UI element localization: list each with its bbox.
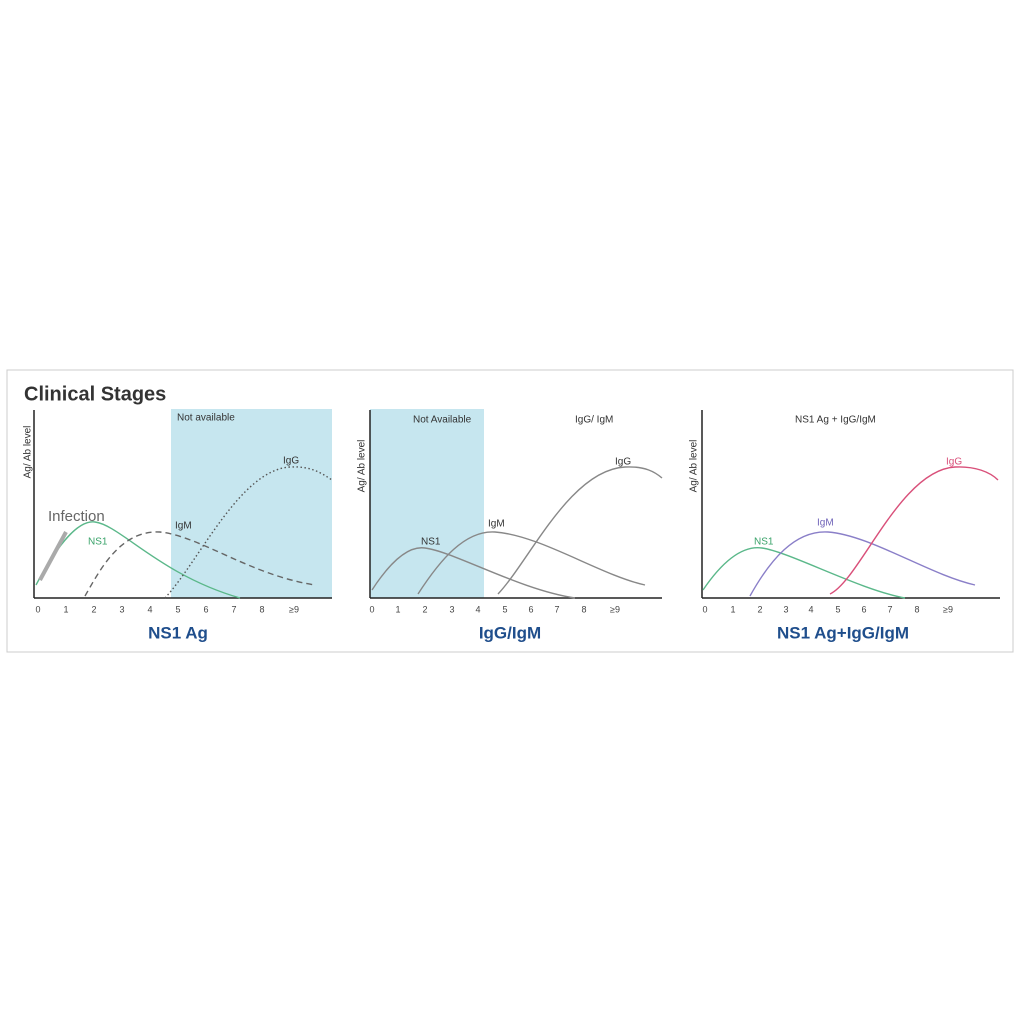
- curve-label: IgG: [615, 457, 631, 468]
- x-tick-label: 0: [35, 604, 40, 614]
- x-tick-label: 5: [175, 604, 180, 614]
- x-tick-label: 3: [119, 604, 124, 614]
- x-tick-label: 5: [835, 604, 840, 614]
- infection-arrow: [38, 531, 68, 581]
- x-tick-label: 4: [808, 604, 813, 614]
- igm-curve: [417, 531, 646, 595]
- y-axis-label: Ag/ Ab level: [689, 440, 700, 493]
- annotation: Infection: [48, 508, 105, 525]
- curve-label: NS1: [88, 537, 108, 548]
- x-tick-label: 2: [422, 604, 427, 614]
- caption: IgG/IgM: [479, 623, 541, 642]
- x-tick-label: ≥9: [610, 604, 620, 614]
- panel-header: IgG/ IgM: [575, 415, 613, 426]
- x-tick-label: 7: [554, 604, 559, 614]
- igg-curve: [164, 466, 333, 599]
- shaded-region: [171, 409, 332, 598]
- y-axis-label: Ag/ Ab level: [357, 440, 368, 493]
- x-tick-label: 2: [91, 604, 96, 614]
- x-tick-label: 8: [259, 604, 264, 614]
- ns1-curve: [702, 547, 906, 599]
- shaded-label: Not Available: [413, 415, 472, 426]
- x-tick-label: ≥9: [943, 604, 953, 614]
- x-tick-label: 7: [231, 604, 236, 614]
- x-tick-label: 3: [449, 604, 454, 614]
- curve-label: IgG: [946, 457, 962, 468]
- x-tick-label: 4: [475, 604, 480, 614]
- x-tick-label: 2: [757, 604, 762, 614]
- x-tick-label: 3: [783, 604, 788, 614]
- igm-curve: [749, 531, 976, 597]
- curve-label: NS1: [421, 537, 441, 548]
- x-tick-label: 5: [502, 604, 507, 614]
- igg-curve: [497, 466, 663, 595]
- x-tick-label: 8: [581, 604, 586, 614]
- x-tick-label: 8: [914, 604, 919, 614]
- x-tick-label: 6: [861, 604, 866, 614]
- x-tick-label: 1: [63, 604, 68, 614]
- x-tick-label: 4: [147, 604, 152, 614]
- panel-header: NS1 Ag + IgG/IgM: [795, 415, 876, 426]
- x-tick-label: ≥9: [289, 604, 299, 614]
- shaded-label: Not available: [177, 413, 235, 424]
- x-tick-label: 6: [203, 604, 208, 614]
- igm-curve: [84, 531, 316, 597]
- ns1-curve: [371, 547, 576, 599]
- igg-curve: [829, 466, 999, 595]
- curve-label: IgM: [817, 518, 834, 529]
- x-tick-label: 7: [887, 604, 892, 614]
- x-tick-label: 0: [702, 604, 707, 614]
- title: Clinical Stages: [24, 383, 166, 405]
- x-tick-label: 1: [730, 604, 735, 614]
- caption: NS1 Ag: [148, 623, 208, 642]
- curve-label: IgG: [283, 456, 299, 467]
- x-tick-label: 6: [528, 604, 533, 614]
- curve-label: IgM: [175, 521, 192, 532]
- curve-label: IgM: [488, 519, 505, 530]
- curve-label: NS1: [754, 537, 774, 548]
- x-tick-label: 1: [395, 604, 400, 614]
- y-axis-label: Ag/ Ab level: [23, 426, 34, 479]
- caption: NS1 Ag+IgG/IgM: [777, 623, 909, 642]
- x-tick-label: 0: [369, 604, 374, 614]
